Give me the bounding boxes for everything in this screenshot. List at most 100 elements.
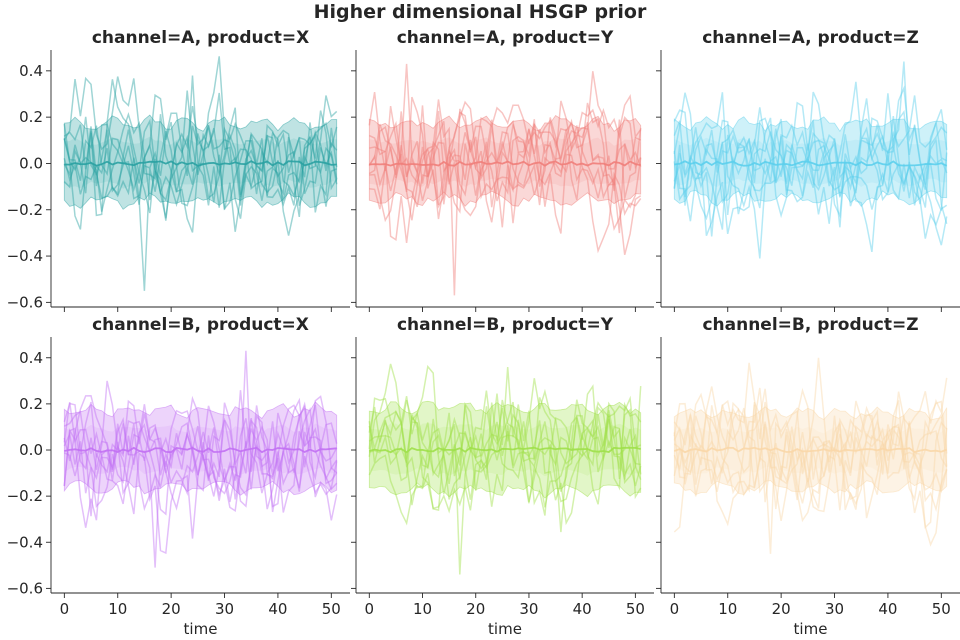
y-tick-label: −0.2 [7, 201, 43, 219]
sample-line [673, 92, 948, 259]
y-tick-label: −0.6 [7, 293, 43, 311]
hdi-band [63, 114, 338, 210]
x-tick-label: 20 [162, 600, 181, 618]
y-tick-label: −0.4 [7, 533, 43, 551]
figure-title: Higher dimensional HSGP prior [314, 1, 647, 23]
inner-band [64, 423, 337, 475]
y-tick-label: −0.2 [7, 487, 43, 505]
sample-line [673, 118, 948, 253]
panel: channel=A, product=Z [656, 28, 960, 312]
sample-line [673, 386, 948, 533]
mean-line [369, 160, 641, 167]
y-tick-label: −0.6 [7, 579, 43, 597]
x-tick-label: 10 [108, 600, 127, 618]
sample-line [368, 364, 642, 480]
x-tick-label: 0 [60, 600, 70, 618]
sample-line [673, 362, 948, 547]
panel: channel=B, product=Y 0 10 20 30 40 50 time [351, 315, 654, 638]
sample-line [63, 402, 338, 521]
sample-line [63, 350, 338, 512]
panel-title: channel=B, product=Y [397, 315, 614, 335]
x-axis-label: time [488, 620, 522, 638]
x-tick-label: 30 [215, 600, 234, 618]
mean-line [369, 446, 641, 454]
sample-line [673, 400, 948, 519]
y-tick-label: 0.4 [19, 62, 43, 80]
hdi-band [673, 116, 948, 207]
x-tick-label: 0 [365, 600, 375, 618]
panel: channel=B, product=X −0.6 −0.4 −0.2 0.0 0.2 0.… [7, 315, 350, 638]
sample-line [368, 401, 642, 526]
sample-line [368, 363, 642, 508]
x-tick-label: 50 [932, 600, 951, 618]
panel-title: channel=A, product=Z [702, 28, 919, 48]
x-tick-label: 40 [878, 600, 897, 618]
hdi-band [63, 401, 338, 496]
sample-line [369, 102, 642, 243]
sample-line [63, 95, 338, 236]
sample-line [673, 98, 948, 222]
panel-title: channel=A, product=X [92, 28, 309, 48]
sample-line [63, 402, 338, 555]
sample-line [63, 395, 338, 516]
inner-band [64, 136, 337, 189]
x-tick-label: 40 [573, 600, 592, 618]
x-tick-label: 30 [825, 600, 844, 618]
x-tick-label: 20 [772, 600, 791, 618]
x-tick-label: 30 [519, 600, 538, 618]
sample-line [673, 61, 948, 225]
panel: channel=A, product=Y [351, 28, 654, 312]
sample-line [368, 93, 642, 223]
x-tick-label: 50 [626, 600, 645, 618]
sample-line [368, 100, 642, 254]
y-tick-label: −0.4 [7, 247, 43, 265]
sample-line [63, 405, 338, 568]
x-axis-label: time [794, 620, 828, 638]
sample-line [63, 390, 338, 513]
sample-line [368, 395, 642, 526]
x-tick-label: 40 [268, 600, 287, 618]
sample-line [673, 400, 948, 554]
sample-line [63, 92, 338, 221]
y-tick-label: 0.0 [19, 441, 43, 459]
mean-line [674, 160, 948, 167]
mean-line [673, 446, 948, 454]
panel-title: channel=B, product=Z [702, 315, 918, 335]
y-tick-label: 0.2 [19, 395, 43, 413]
x-axis-label: time [184, 620, 218, 638]
sample-line [63, 56, 338, 207]
sample-line [673, 404, 948, 530]
panel: channel=A, product=X −0.6 −0.4 −0.2 0.0 0.2 0.… [7, 28, 350, 312]
x-tick-label: 50 [322, 600, 341, 618]
sample-line [368, 91, 642, 296]
sample-line [63, 395, 338, 539]
sample-line [673, 91, 948, 221]
mean-line [64, 160, 337, 167]
sample-line [368, 390, 642, 575]
sample-line [673, 81, 948, 239]
x-tick-label: 20 [466, 600, 485, 618]
y-tick-label: 0.2 [19, 108, 43, 126]
sample-line [673, 92, 948, 230]
y-tick-label: 0.4 [19, 349, 43, 367]
x-tick-label: 0 [670, 600, 680, 618]
sample-line [369, 71, 642, 220]
sample-line [673, 387, 948, 503]
sample-line [63, 116, 338, 291]
sample-line [368, 399, 641, 495]
x-tick-label: 10 [413, 600, 432, 618]
y-tick-label: 0.0 [19, 154, 43, 172]
sample-line [368, 118, 642, 234]
sample-line [63, 107, 338, 200]
hdi-band [368, 114, 642, 207]
sample-line [368, 378, 642, 506]
x-tick-label: 10 [718, 600, 737, 618]
sample-line [368, 104, 642, 234]
panel-title: channel=B, product=X [92, 315, 309, 335]
sample-line [63, 110, 338, 218]
panel: channel=B, product=Z 0 10 20 30 40 50 time [656, 315, 960, 638]
panel-grid: channel=A, product=X −0.6 −0.4 −0.2 0.0 0.2 0.… [7, 28, 960, 638]
sample-line [369, 384, 642, 503]
mean-line [64, 446, 337, 454]
